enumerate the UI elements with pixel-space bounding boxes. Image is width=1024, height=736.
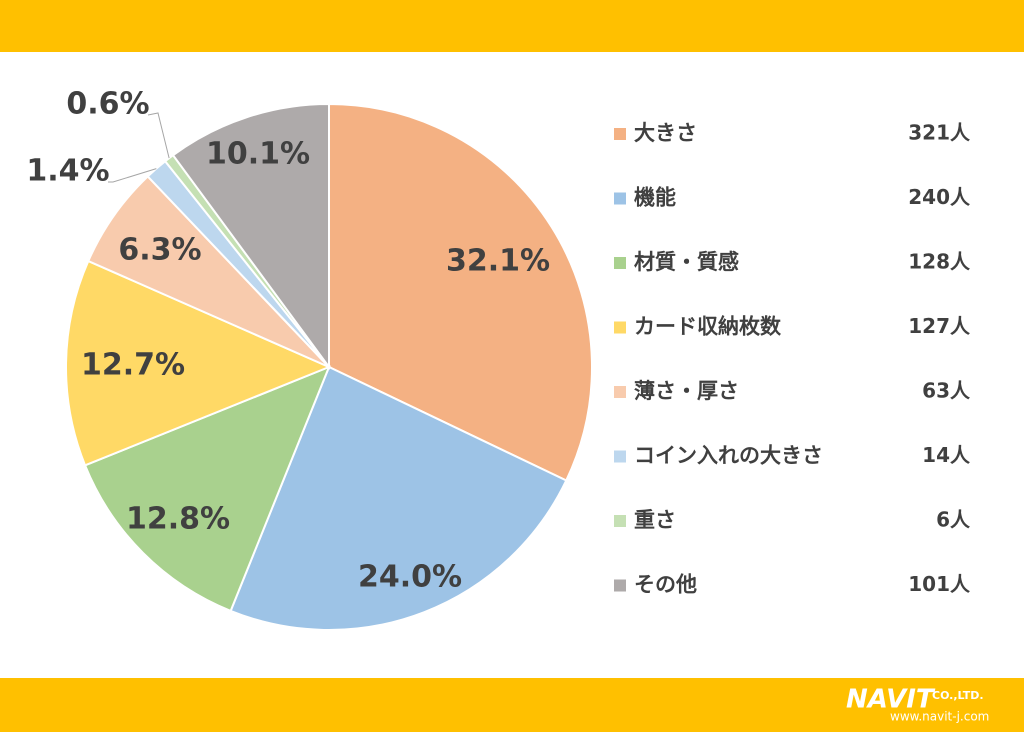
legend-label: 大きさ — [634, 121, 697, 145]
legend-label: 重さ — [634, 508, 676, 532]
legend-count: 6人 — [936, 508, 971, 532]
legend-count: 127人 — [908, 314, 971, 338]
legend-swatch — [614, 386, 626, 398]
legend-label: 機能 — [634, 186, 676, 210]
url: www.navit-j.com — [890, 710, 989, 724]
data-label: 6.3% — [118, 233, 201, 268]
legend-count: 63人 — [922, 379, 971, 403]
data-label: 12.8% — [126, 502, 230, 537]
legend-label: 薄さ・厚さ — [634, 379, 739, 403]
data-label: 32.1% — [446, 244, 550, 279]
data-label: 10.1% — [206, 137, 310, 172]
slice — [171, 102, 330, 371]
slice — [328, 102, 593, 482]
slice — [65, 259, 332, 467]
header-band — [0, 0, 1024, 52]
legend-count: 128人 — [908, 250, 971, 274]
legend-count: 14人 — [922, 443, 971, 467]
data-label: 0.6% — [66, 87, 149, 122]
legend-swatch — [614, 579, 626, 592]
legend-label: カード収納枚数 — [634, 315, 782, 339]
brand-suffix: CO.,LTD. — [932, 689, 984, 702]
legend-swatch — [614, 450, 626, 463]
data-label: 24.0% — [358, 560, 462, 595]
legend-count: 321人 — [908, 121, 971, 145]
brand: NAVIT — [846, 685, 936, 715]
slice — [229, 365, 568, 631]
legend-count: 101人 — [908, 572, 971, 596]
slice — [83, 365, 331, 613]
footer-band — [0, 678, 1024, 732]
leader-line — [108, 168, 157, 183]
legend-count: 240人 — [908, 185, 971, 209]
legend-label: 材質・質感 — [634, 250, 739, 274]
leader-line — [147, 112, 170, 159]
legend-swatch — [614, 257, 626, 269]
legend-swatch — [614, 515, 626, 527]
legend-swatch — [614, 321, 626, 334]
data-label: 1.4% — [26, 154, 109, 189]
data-label: 12.7% — [81, 348, 185, 383]
legend-swatch — [614, 192, 626, 205]
legend-swatch — [614, 128, 626, 140]
legend-label: その他 — [634, 573, 697, 597]
legend-label: コイン入れの大きさ — [634, 444, 823, 468]
